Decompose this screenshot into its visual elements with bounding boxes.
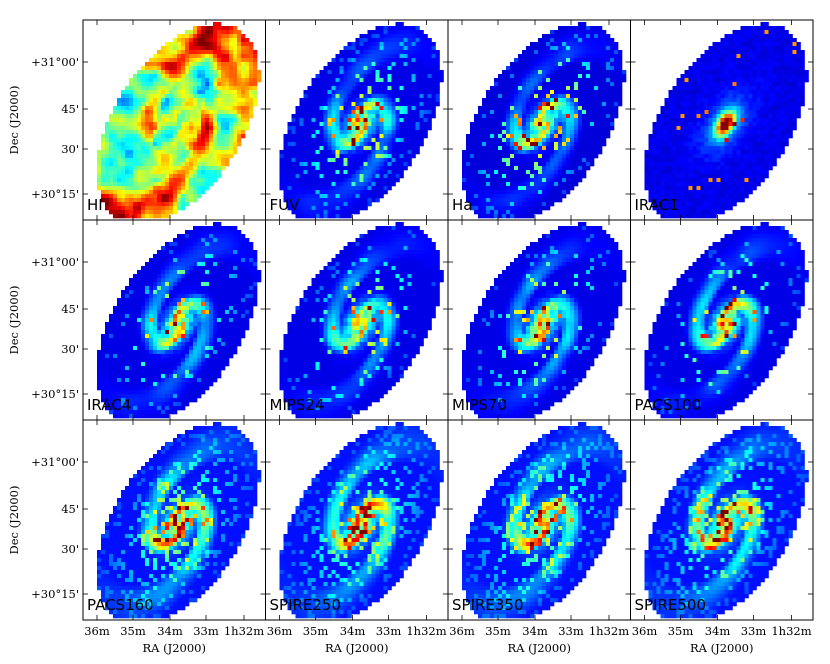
y-axis-label: Dec (J2000)	[7, 86, 21, 155]
map-panel-irac1	[644, 22, 809, 219]
y-tick-label: +30°15'	[31, 587, 79, 601]
map-panel-irac4	[97, 222, 262, 419]
y-tick-label: 30'	[61, 342, 79, 356]
x-tick-label: 35m	[668, 624, 694, 638]
x-axis-labels: 36m 35m 34m 33m 1h32m RA (J2000) 36m 35m 34m 33m 1…	[84, 624, 811, 655]
y-tick-label: 45'	[61, 102, 79, 116]
y-axis-label: Dec (J2000)	[7, 286, 21, 355]
panel-label: Ha	[452, 196, 472, 214]
y-tick-label: +31°00'	[31, 255, 79, 269]
y-tick-label: +31°00'	[31, 455, 79, 469]
x-axis-label: RA (J2000)	[690, 641, 753, 655]
map-panels	[97, 22, 809, 619]
panel-frame	[630, 419, 814, 621]
panel-label: PACS160	[87, 596, 154, 614]
x-tick-label: 35m	[120, 624, 146, 638]
map-panel-hi	[97, 22, 262, 219]
panel-label: SPIRE500	[635, 596, 707, 614]
x-axis-label: RA (J2000)	[508, 641, 571, 655]
x-tick-label: 1h32m	[224, 624, 264, 638]
panel-label: IRAC1	[635, 196, 679, 214]
x-tick-label: 1h32m	[771, 624, 811, 638]
y-axis-label: Dec (J2000)	[7, 486, 21, 555]
y-tick-label: +31°00'	[31, 55, 79, 69]
y-tick-label: 30'	[61, 542, 79, 556]
map-panel-spire350	[462, 422, 627, 619]
panel-label: MIPS70	[452, 396, 507, 414]
panel-labels: HI FUV Ha IRAC1 IRAC4 MIPS24 MIPS70 PACS100 PACS…	[87, 196, 706, 614]
map-panel-mips24	[279, 222, 444, 419]
map-panel-pacs100	[644, 222, 809, 419]
x-tick-label: 36m	[632, 624, 658, 638]
y-tick-label: +30°15'	[31, 387, 79, 401]
x-tick-label: 35m	[485, 624, 511, 638]
x-tick-label: 36m	[449, 624, 475, 638]
x-axis-label: RA (J2000)	[325, 641, 388, 655]
x-tick-label: 34m	[705, 624, 731, 638]
map-panel-fuv	[279, 22, 444, 219]
panel-label: MIPS24	[270, 396, 325, 414]
map-panel-mips70	[462, 222, 627, 419]
x-tick-label: 1h32m	[589, 624, 629, 638]
x-tick-label: 33m	[193, 624, 219, 638]
panel-label: SPIRE350	[452, 596, 524, 614]
x-tick-label: 34m	[340, 624, 366, 638]
x-tick-label: 33m	[741, 624, 767, 638]
panel-label: IRAC4	[87, 396, 131, 414]
panel-frames	[82, 19, 814, 621]
y-tick-label: 45'	[61, 502, 79, 516]
x-tick-label: 36m	[84, 624, 110, 638]
panel-label: HI	[87, 196, 103, 214]
x-tick-label: 34m	[157, 624, 183, 638]
x-tick-label: 33m	[558, 624, 584, 638]
y-tick-label: 45'	[61, 302, 79, 316]
map-panel-spire250	[279, 422, 444, 619]
panel-label: SPIRE250	[270, 596, 342, 614]
panel-label: PACS100	[635, 396, 702, 414]
x-tick-label: 1h32m	[406, 624, 446, 638]
axis-ticks	[83, 20, 813, 620]
y-tick-label: 30'	[61, 142, 79, 156]
x-tick-label: 36m	[267, 624, 293, 638]
map-panel-ha	[462, 22, 627, 219]
map-panel-pacs160	[97, 422, 262, 619]
panel-label: FUV	[270, 196, 301, 214]
map-panel-spire500	[644, 422, 809, 619]
y-axis-labels: +31°00' 45' 30' +30°15' Dec (J2000) +31°00' 45…	[7, 55, 79, 601]
x-tick-label: 35m	[303, 624, 329, 638]
x-tick-label: 33m	[376, 624, 402, 638]
x-axis-label: RA (J2000)	[143, 641, 206, 655]
y-tick-label: +30°15'	[31, 187, 79, 201]
x-tick-label: 34m	[522, 624, 548, 638]
